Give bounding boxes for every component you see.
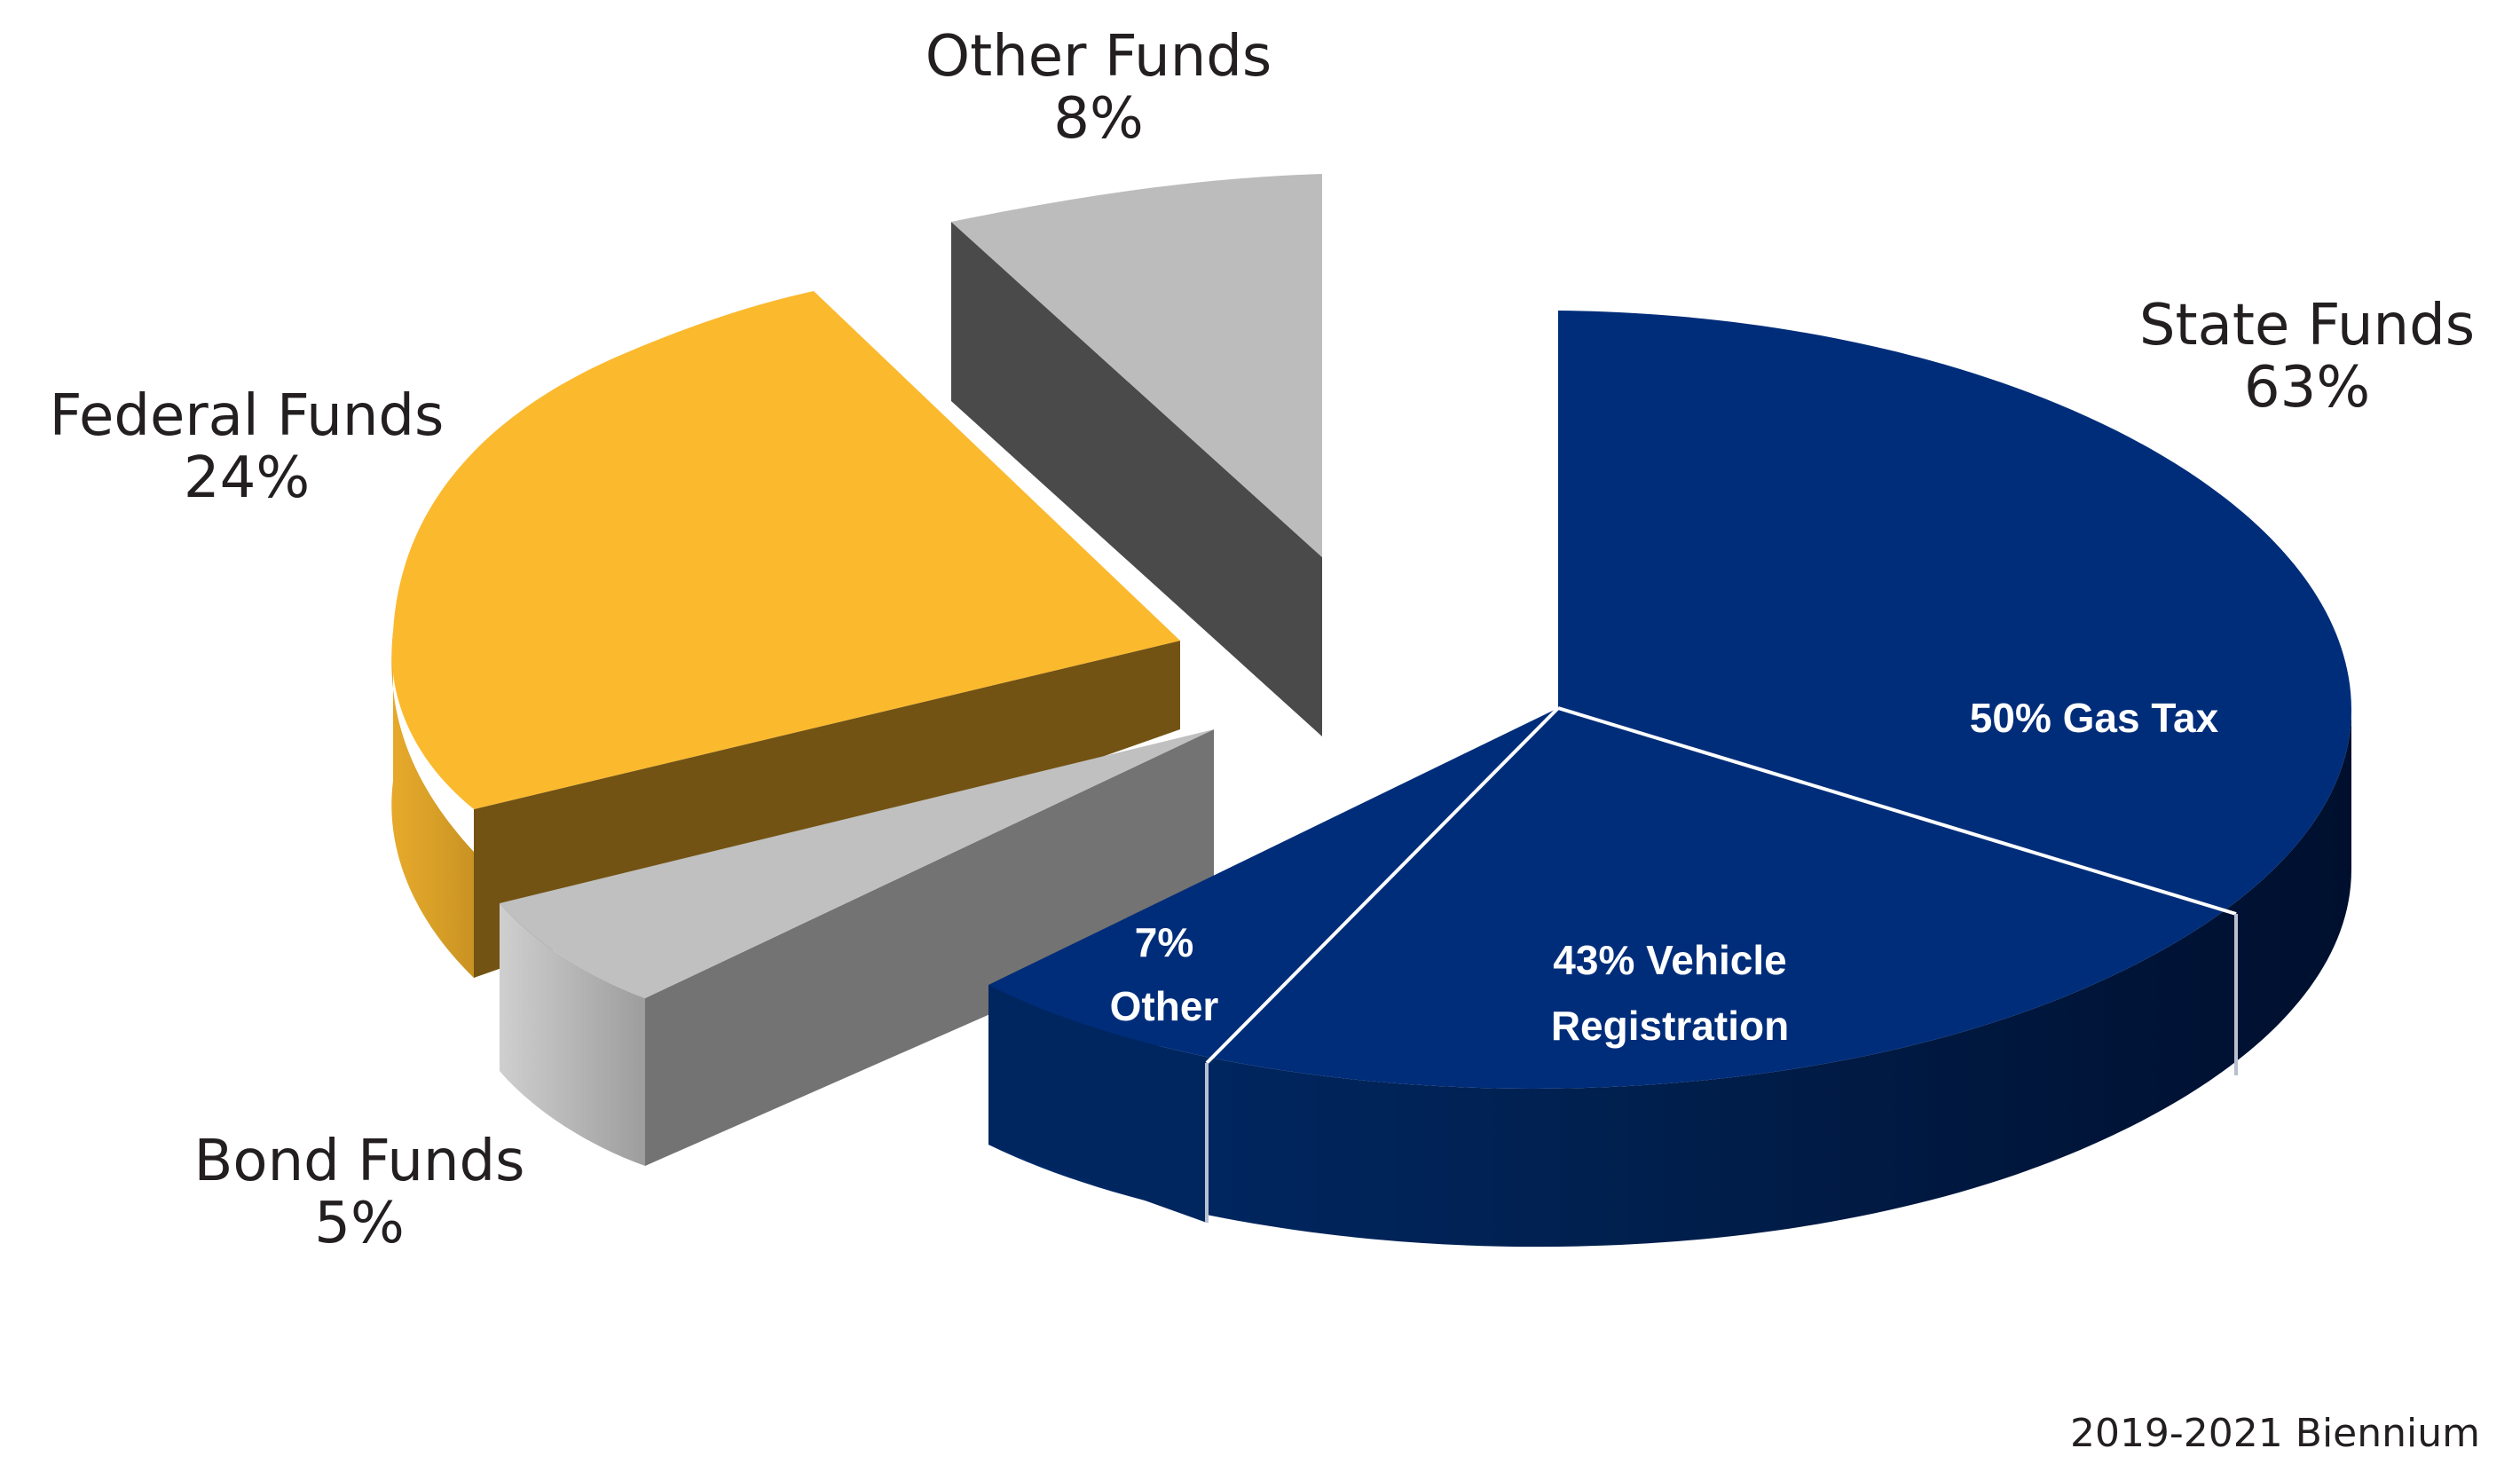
federal-funds-percent: 24% <box>184 445 310 511</box>
slice-state-funds <box>988 311 2351 1248</box>
federal-funds-rim <box>391 632 474 978</box>
state-funds-rim-left <box>988 985 1207 1223</box>
slice-bond-funds <box>500 729 1214 1166</box>
other-funds-top <box>951 174 1322 557</box>
federal-funds-label: Federal Funds <box>50 383 445 449</box>
other-funds-cut-face <box>951 222 1322 736</box>
state-funds-percent: 63% <box>2244 355 2370 421</box>
bond-funds-percent: 5% <box>314 1191 405 1256</box>
state-funds-rim <box>988 710 2351 1248</box>
other-funds-percent: 8% <box>1053 86 1144 152</box>
bond-funds-cut-face <box>645 729 1214 1166</box>
divider-vehicle <box>1205 706 1560 1065</box>
gas-tax-label: 50% Gas Tax <box>1970 695 2219 741</box>
other-state-label-line2: Other <box>1110 983 1219 1029</box>
divider-gas-tax <box>1557 706 2237 916</box>
bond-funds-top <box>500 729 1214 998</box>
footnote: 2019-2021 Biennium <box>2070 1411 2480 1456</box>
bond-funds-label: Bond Funds <box>194 1129 525 1194</box>
bond-funds-rim <box>500 903 645 1166</box>
slice-other-funds <box>951 174 1322 736</box>
state-funds-label: State Funds <box>2139 293 2475 358</box>
vehicle-registration-label-line1: 43% Vehicle <box>1553 937 1786 983</box>
vehicle-registration-label-line2: Registration <box>1551 1003 1789 1049</box>
other-funds-label: Other Funds <box>925 24 1272 90</box>
state-funds-top <box>988 311 2351 1089</box>
federal-funds-top <box>391 291 1180 809</box>
other-state-label-line1: 7% <box>1135 919 1193 965</box>
